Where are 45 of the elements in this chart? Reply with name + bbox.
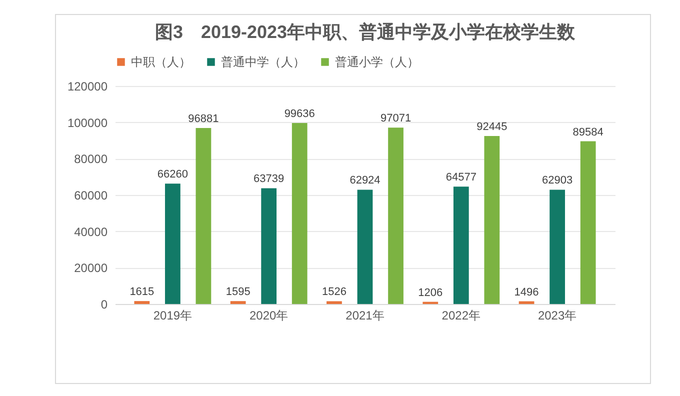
y-tick-label: 20000 [74,261,108,276]
data-label: 62903 [542,174,573,187]
y-tick-label: 40000 [74,224,108,239]
bar [357,190,373,304]
bar [261,188,277,304]
data-label: 96881 [188,113,219,125]
bar [292,122,308,304]
bar [484,136,500,304]
data-label: 1206 [418,286,443,299]
x-tick-label: 2019年 [153,308,192,322]
data-label: 62924 [350,174,380,187]
data-label: 63739 [254,173,284,186]
x-tick-label: 2021年 [346,308,384,322]
data-label: 66260 [157,168,188,181]
bar [165,184,180,304]
bar [388,128,404,304]
data-label: 97071 [380,112,412,125]
y-tick-label: 80000 [74,152,108,166]
data-label: 89584 [572,126,604,138]
data-label: 1595 [226,286,250,298]
bar [326,301,342,304]
bar [230,301,246,304]
x-tick-label: 2020年 [249,308,288,322]
bar [518,301,534,304]
bar [580,141,596,304]
chart-title: 图3 2019-2023年中职、普通中学及小学在校学生数 [154,22,576,42]
data-label: 1526 [322,286,346,298]
y-tick-label: 60000 [74,188,108,202]
data-label: 1496 [514,286,539,298]
data-label: 1615 [130,286,154,298]
x-tick-label: 2023年 [538,308,577,322]
legend-label: 普通小学（人） [335,55,419,69]
legend-label: 中职（人） [131,55,191,69]
data-label: 92445 [476,121,508,134]
bar [196,128,212,304]
legend-label: 普通中学（人） [221,55,305,69]
bar [134,301,150,304]
y-tick-label: 120000 [67,80,108,94]
data-label: 64577 [446,172,476,184]
x-tick-label: 2022年 [442,308,481,322]
y-tick-label: 100000 [67,116,108,130]
y-tick-label: 0 [100,298,108,312]
bar [550,190,565,304]
bar [453,186,469,304]
data-label: 99636 [284,108,315,120]
